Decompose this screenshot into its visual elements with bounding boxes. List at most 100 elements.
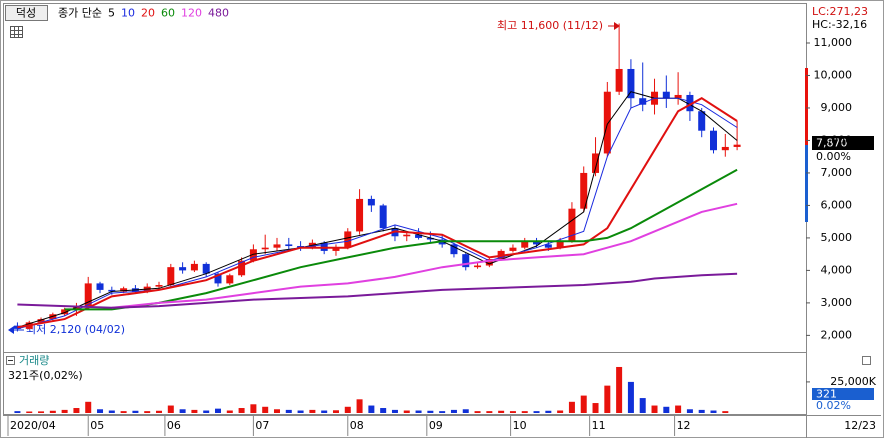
y-tick-label: 3,000 — [821, 296, 853, 309]
volume-bar — [498, 410, 505, 413]
y-tick-label: 5,000 — [821, 231, 853, 244]
x-tick-label: 07 — [255, 419, 269, 432]
volume-bar — [38, 411, 45, 413]
candle-body — [273, 244, 281, 248]
volume-bar — [474, 411, 481, 413]
volume-bar — [321, 410, 328, 413]
candle-body — [426, 237, 434, 240]
volume-bar — [545, 410, 552, 413]
candle-body — [568, 208, 576, 242]
grid-icon[interactable] — [10, 26, 23, 39]
volume-bar — [439, 411, 446, 413]
candle-body — [533, 241, 541, 245]
volume-bar — [85, 401, 92, 413]
volume-bar — [568, 401, 575, 413]
candle-body — [615, 68, 623, 92]
legend-entry: 60 — [161, 7, 175, 20]
x-tick-label: 05 — [90, 419, 104, 432]
volume-bar — [415, 410, 422, 413]
candle-body — [485, 259, 493, 266]
lc-label: LC:271,23 — [812, 5, 868, 18]
y-tick-label: 4,000 — [821, 263, 853, 276]
ma-line — [111, 202, 738, 309]
candle-body — [710, 130, 718, 151]
volume-box — [812, 388, 874, 400]
volume-bar — [14, 411, 21, 413]
min-arrow-head — [8, 326, 14, 334]
candle-body — [179, 267, 187, 271]
expand-button[interactable] — [862, 356, 871, 365]
volume-bar — [486, 411, 493, 413]
volume-bar — [120, 411, 127, 413]
candle-body — [155, 285, 163, 287]
candle-body — [344, 231, 352, 248]
candle-body — [403, 234, 411, 237]
candle-body — [415, 234, 423, 238]
ma-line — [64, 168, 738, 311]
candle-body — [686, 94, 694, 112]
volume-bar — [309, 409, 316, 413]
volume-bar — [533, 411, 540, 413]
x-tick-label: 10 — [513, 419, 527, 432]
volume-bar — [651, 405, 658, 413]
candle-body — [674, 94, 682, 99]
max-label: 최고 11,600 (11/12) — [497, 19, 603, 32]
x-tick-label: 2020/04 — [10, 419, 56, 432]
volume-bar — [710, 410, 717, 413]
indicator-bar — [805, 68, 808, 145]
min-label: 최저 2,120 (04/02) — [26, 323, 125, 336]
volume-bar — [179, 409, 186, 413]
legend-entry: 20 — [141, 7, 155, 20]
volume-bar — [604, 385, 611, 413]
volume-bar — [73, 408, 80, 413]
volume-bar — [49, 410, 56, 413]
volume-bar — [250, 404, 257, 413]
stock-button[interactable] — [5, 5, 48, 21]
volume-bar — [144, 411, 151, 413]
candle-body — [474, 265, 482, 268]
volume-bar — [356, 399, 363, 413]
volume-bar — [675, 405, 682, 413]
volume-bar — [698, 409, 705, 413]
y-tick-label: 7,000 — [821, 166, 853, 179]
volume-bar — [380, 408, 387, 413]
volume-bar — [391, 409, 398, 413]
candle-body — [462, 254, 470, 268]
candle-body — [332, 247, 340, 251]
candle-body — [603, 91, 611, 154]
candle-body — [37, 319, 45, 323]
candle-body — [356, 198, 364, 232]
volume-bar — [203, 410, 210, 413]
candle-body — [556, 241, 564, 248]
candle-body — [167, 267, 175, 286]
candle-body — [580, 172, 588, 209]
y-tick-label: 11,000 — [814, 36, 853, 49]
candle-body — [214, 273, 222, 284]
volume-bar — [663, 406, 670, 413]
y-tick-label: 10,000 — [814, 68, 853, 81]
volume-bar — [297, 410, 304, 413]
volume-bar — [332, 410, 339, 413]
volume-bar — [132, 410, 139, 413]
stock-name: 덕성 — [16, 7, 36, 20]
candle-body — [202, 263, 210, 274]
volume-bar — [403, 410, 410, 413]
candle-body — [108, 289, 116, 292]
candle-body — [521, 241, 529, 248]
candle-body — [190, 263, 198, 271]
volume-bar — [616, 366, 623, 413]
candle-body — [379, 205, 387, 229]
volume-bar — [191, 409, 198, 413]
volume-bar — [215, 408, 221, 413]
candle-body — [662, 91, 670, 99]
volume-bar — [97, 409, 104, 413]
candle-body — [592, 153, 600, 173]
y-tick-label: 9,000 — [821, 101, 853, 114]
volume-bar — [108, 410, 115, 413]
y-tick-label: 6,000 — [821, 198, 853, 211]
volume-bar — [26, 411, 33, 413]
volume-bar — [156, 410, 163, 413]
volume-bar — [427, 410, 434, 413]
volume-pct: 0.02% — [816, 399, 851, 412]
